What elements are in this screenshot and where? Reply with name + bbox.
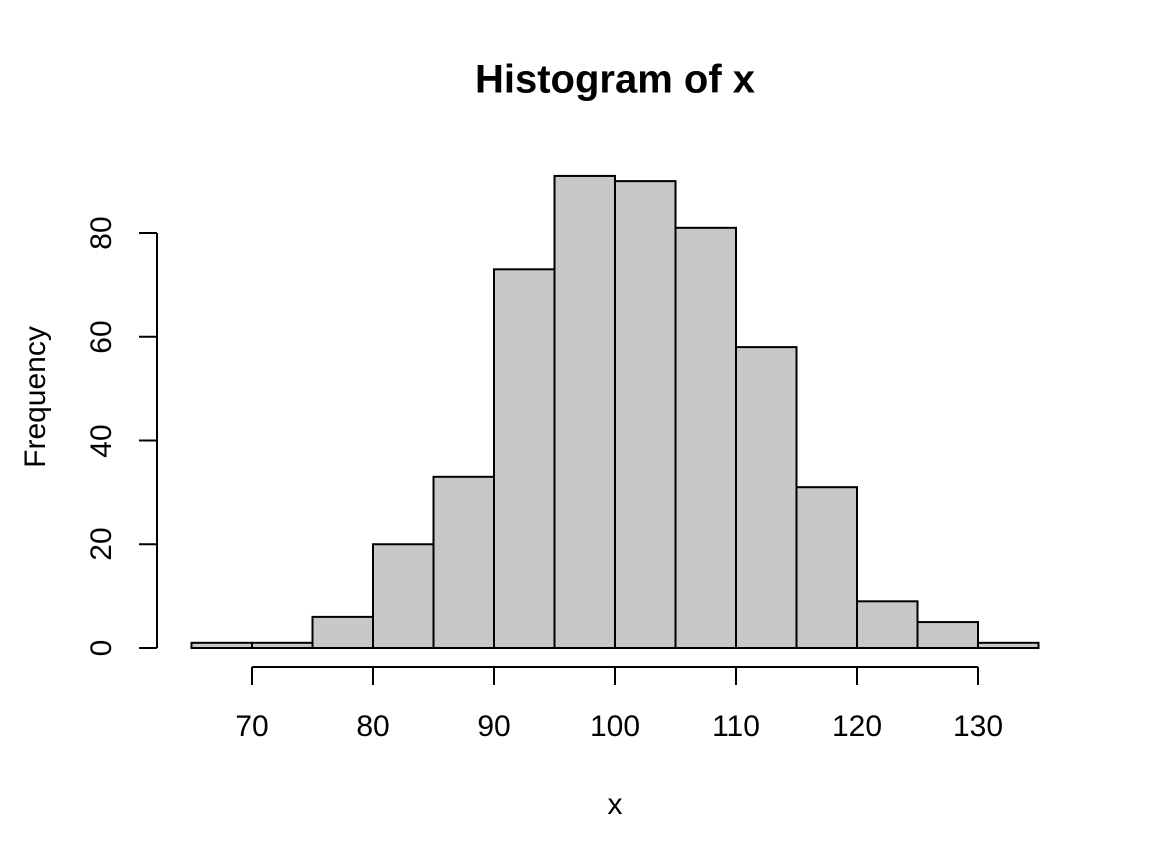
histogram-bar (614, 180, 677, 649)
histogram-bar (916, 621, 979, 649)
x-axis-label: x (607, 788, 623, 821)
y-tick-label: 0 (85, 639, 118, 657)
x-tick-label: 120 (831, 710, 883, 743)
chart-title: Histogram of x (474, 57, 756, 102)
x-tick-label: 80 (356, 710, 390, 743)
histogram-bar (977, 641, 1040, 649)
histogram-bar (311, 615, 374, 649)
histogram-bar (553, 174, 616, 649)
x-tick-label: 70 (235, 710, 269, 743)
histogram-bar (432, 475, 495, 649)
x-tick-label: 100 (589, 710, 641, 743)
histogram-bar (856, 600, 919, 649)
histogram-bar (735, 346, 798, 649)
histogram-bar (190, 641, 253, 649)
y-tick-label: 60 (85, 320, 118, 354)
x-tick-label: 130 (952, 710, 1004, 743)
histogram-bar (795, 486, 858, 649)
x-tick-label: 110 (712, 710, 760, 743)
histogram-bar (674, 226, 737, 649)
histogram-bar (372, 543, 435, 649)
y-tick-label: 40 (85, 423, 118, 458)
histogram-bar (251, 641, 314, 649)
histogram-bar (493, 268, 556, 649)
y-tick-label: 20 (85, 527, 118, 561)
y-tick-label: 80 (85, 216, 118, 250)
x-tick-label: 90 (477, 710, 511, 743)
